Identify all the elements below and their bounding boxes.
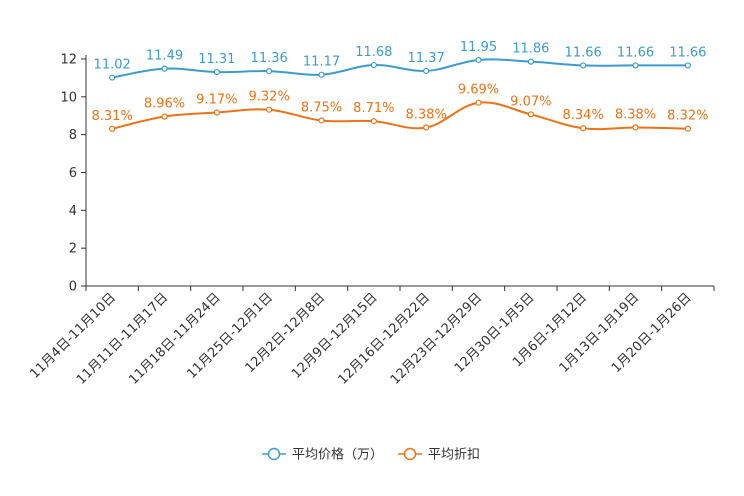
data-point-price bbox=[684, 62, 691, 69]
data-label-price: 11.36 bbox=[251, 51, 288, 66]
legend-label-price: 平均价格（万） bbox=[292, 447, 383, 463]
data-point-discount bbox=[580, 125, 587, 132]
data-label-price: 11.66 bbox=[565, 45, 602, 60]
y-tick-label: 6 bbox=[69, 166, 77, 181]
data-label-price: 11.95 bbox=[460, 40, 497, 55]
y-tick-label: 0 bbox=[69, 280, 77, 295]
data-label-price: 11.49 bbox=[146, 49, 183, 64]
data-label-discount: 8.38% bbox=[615, 107, 656, 122]
data-label-price: 11.17 bbox=[303, 55, 340, 70]
y-tick-label: 8 bbox=[69, 128, 77, 143]
data-label-discount: 9.17% bbox=[196, 93, 237, 108]
data-label-discount: 8.32% bbox=[667, 109, 708, 124]
y-tick-label: 10 bbox=[60, 90, 77, 105]
y-tick-label: 4 bbox=[69, 204, 77, 219]
x-tick-label: 11月4日-11月10日 bbox=[27, 290, 119, 382]
data-label-discount: 9.32% bbox=[249, 90, 290, 105]
x-tick-label: 11月11日-11月17日 bbox=[74, 290, 171, 387]
data-point-price bbox=[318, 71, 325, 78]
data-label-price: 11.66 bbox=[617, 45, 654, 60]
data-point-price bbox=[475, 56, 482, 64]
series-layer bbox=[109, 56, 691, 132]
data-point-discount bbox=[266, 106, 273, 113]
data-point-price bbox=[423, 67, 430, 75]
data-label-discount: 8.96% bbox=[144, 97, 185, 112]
data-point-discount bbox=[318, 117, 325, 124]
data-label-price: 11.31 bbox=[198, 52, 235, 67]
data-point-discount bbox=[475, 99, 482, 106]
data-point-discount bbox=[423, 124, 430, 131]
data-point-price bbox=[370, 61, 377, 69]
data-label-discount: 9.69% bbox=[458, 83, 499, 98]
x-tick-label: 11月18日-11月24日 bbox=[126, 290, 223, 387]
data-point-price bbox=[527, 58, 534, 65]
data-label-price: 11.37 bbox=[408, 51, 445, 66]
data-label-price: 11.66 bbox=[669, 45, 706, 60]
data-point-price bbox=[109, 74, 116, 81]
y-tick-label: 2 bbox=[69, 242, 77, 257]
data-labels: 11.02 11.49 11.31 11.36 11.17 11.68 11.37 11.95… bbox=[92, 40, 709, 124]
data-point-price bbox=[161, 65, 168, 72]
data-point-price bbox=[580, 62, 587, 69]
x-tick-label: 12月16日-12月22日 bbox=[336, 290, 433, 387]
data-label-discount: 8.75% bbox=[301, 100, 342, 115]
data-label-discount: 8.38% bbox=[406, 107, 447, 122]
legend-marker-discount bbox=[403, 447, 417, 461]
data-label-discount: 9.07% bbox=[510, 94, 551, 109]
legend: 平均价格（万） 平均折扣 bbox=[262, 447, 480, 463]
data-label-price: 11.86 bbox=[512, 42, 549, 57]
series-line-price bbox=[111, 58, 688, 79]
data-point-discount bbox=[109, 125, 116, 132]
data-point-discount bbox=[632, 124, 639, 131]
data-point-discount bbox=[527, 111, 534, 118]
data-point-discount bbox=[213, 109, 220, 116]
data-point-price bbox=[266, 68, 273, 75]
series-line-discount bbox=[111, 101, 688, 131]
legend-label-discount: 平均折扣 bbox=[428, 448, 480, 463]
data-label-price: 11.02 bbox=[94, 58, 131, 73]
data-label-price: 11.68 bbox=[355, 45, 392, 60]
data-point-discount bbox=[161, 113, 168, 120]
legend-marker-price bbox=[267, 447, 281, 461]
x-tick-label: 12月23日-12月29日 bbox=[388, 290, 485, 387]
data-point-price bbox=[213, 68, 220, 76]
data-label-discount: 8.71% bbox=[353, 101, 394, 116]
data-point-discount bbox=[370, 118, 377, 125]
data-point-discount bbox=[684, 125, 691, 132]
data-label-discount: 8.31% bbox=[92, 109, 133, 124]
data-point-price bbox=[632, 62, 639, 69]
data-label-discount: 8.34% bbox=[563, 108, 604, 123]
y-tick-label: 12 bbox=[60, 53, 77, 68]
